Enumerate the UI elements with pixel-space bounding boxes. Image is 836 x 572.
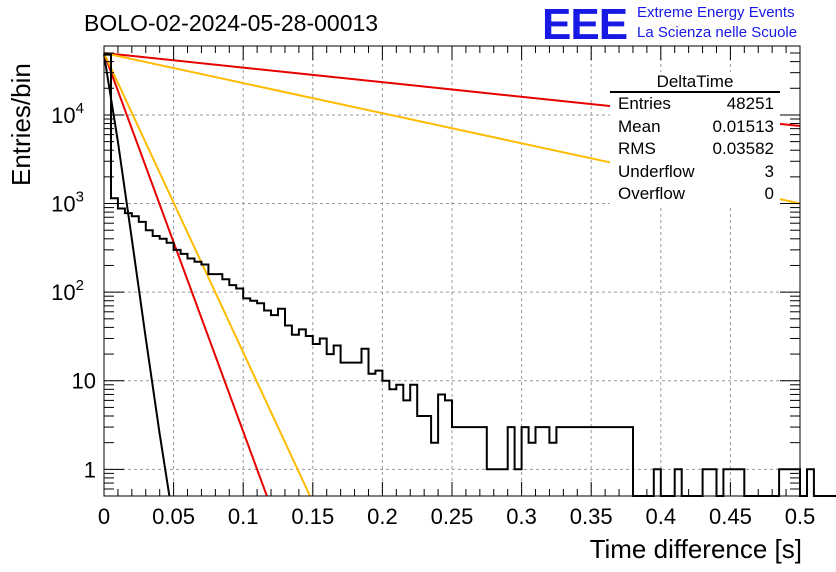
stats-value: 3 xyxy=(764,161,774,181)
x-tick-label: 0.35 xyxy=(570,504,613,529)
y-tick-label: 104 xyxy=(51,100,84,128)
y-tick-label: 10 xyxy=(72,369,96,394)
histogram-line xyxy=(104,53,836,497)
stats-row-overflow: Overflow 0 xyxy=(610,183,780,206)
x-tick-label: 0.3 xyxy=(506,504,537,529)
logo-subtitle-2: La Scienza nelle Scuole xyxy=(637,24,798,41)
x-tick-label: 0.25 xyxy=(431,504,474,529)
y-tick-label: 102 xyxy=(51,277,84,305)
stats-title: DeltaTime xyxy=(610,72,780,93)
x-tick-label: 0.45 xyxy=(709,504,752,529)
stats-label: Underflow xyxy=(618,161,695,181)
x-tick-label: 0.2 xyxy=(367,504,398,529)
stats-value: 0.03582 xyxy=(712,139,774,158)
stats-label: Entries xyxy=(618,94,671,113)
plot-border xyxy=(103,45,801,497)
stats-value: 0.01513 xyxy=(712,116,774,136)
x-tick-labels: 0 0.05 0.1 0.15 0.2 0.25 0.3 0.35 0.4 0.45 0.5 xyxy=(98,504,815,529)
histogram-series xyxy=(104,53,836,497)
stats-label: Overflow xyxy=(618,184,686,203)
stats-label: Mean xyxy=(618,116,661,136)
eee-logo: EEE xyxy=(542,0,628,49)
x-tick-label: 0.15 xyxy=(291,504,334,529)
x-tick-label: 0.05 xyxy=(152,504,195,529)
y-tick-labels: 1 10 102 103 104 xyxy=(51,100,96,482)
stats-value: 0 xyxy=(764,184,774,203)
stats-box: DeltaTime Entries 48251 Mean 0.01513 RMS 0.… xyxy=(610,72,780,206)
stats-value: 48251 xyxy=(726,94,774,113)
stats-row-underflow: Underflow 3 xyxy=(610,161,780,184)
x-tick-label: 0.5 xyxy=(785,504,816,529)
plot-frame xyxy=(103,45,801,497)
x-tick-label: 0.1 xyxy=(228,504,259,529)
fit-curve xyxy=(103,52,311,497)
y-axis-label: Entries/bin xyxy=(6,63,36,186)
x-axis-label: Time difference [s] xyxy=(589,534,802,564)
stats-row-mean: Mean 0.01513 xyxy=(610,116,780,139)
logo-subtitle-1: Extreme Energy Events xyxy=(637,4,795,21)
fit-curve xyxy=(103,52,268,497)
stats-row-rms: RMS 0.03582 xyxy=(610,138,780,161)
stats-row-entries: Entries 48251 xyxy=(610,93,780,116)
y-tick-label: 103 xyxy=(51,189,84,217)
stats-label: RMS xyxy=(618,139,656,158)
grid-lines xyxy=(104,46,800,496)
x-tick-label: 0 xyxy=(98,504,110,529)
x-tick-label: 0.4 xyxy=(646,504,677,529)
fit-curve xyxy=(103,54,171,497)
chart-title: BOLO-02-2024-05-28-00013 xyxy=(84,10,379,36)
y-tick-label: 1 xyxy=(84,457,96,482)
